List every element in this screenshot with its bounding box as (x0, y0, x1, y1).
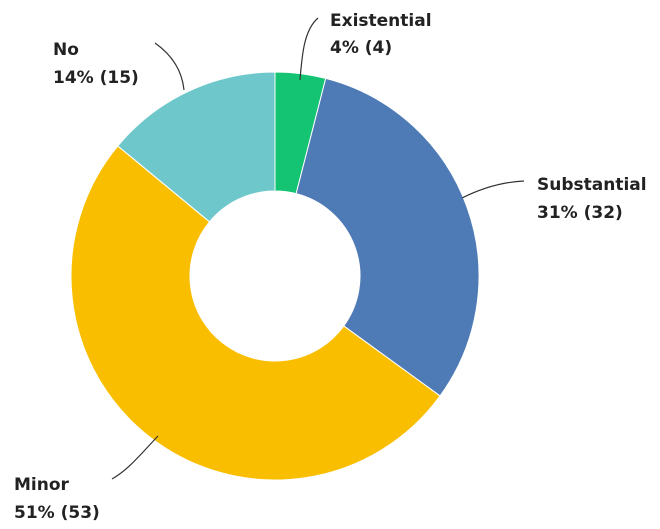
slice-label-existential-value: 4% (4) (330, 38, 392, 58)
slice-label-minor-value: 51% (53) (14, 503, 100, 523)
donut-slices (70, 71, 480, 481)
slice-label-existential-name: Existential (330, 11, 432, 31)
leader-line-no (154, 42, 185, 91)
slice-no (117, 71, 276, 223)
leader-line-substantial (461, 180, 525, 199)
leader-line-existential (299, 17, 319, 81)
slice-label-substantial-name: Substantial (537, 175, 647, 195)
leader-line-minor (111, 435, 159, 480)
slice-label-no-value: 14% (15) (53, 68, 139, 88)
slice-substantial (295, 77, 480, 397)
slice-label-substantial-value: 31% (32) (537, 203, 623, 223)
slice-label-minor-name: Minor (14, 475, 70, 495)
slice-label-no-name: No (53, 40, 79, 60)
slice-minor (70, 145, 441, 481)
